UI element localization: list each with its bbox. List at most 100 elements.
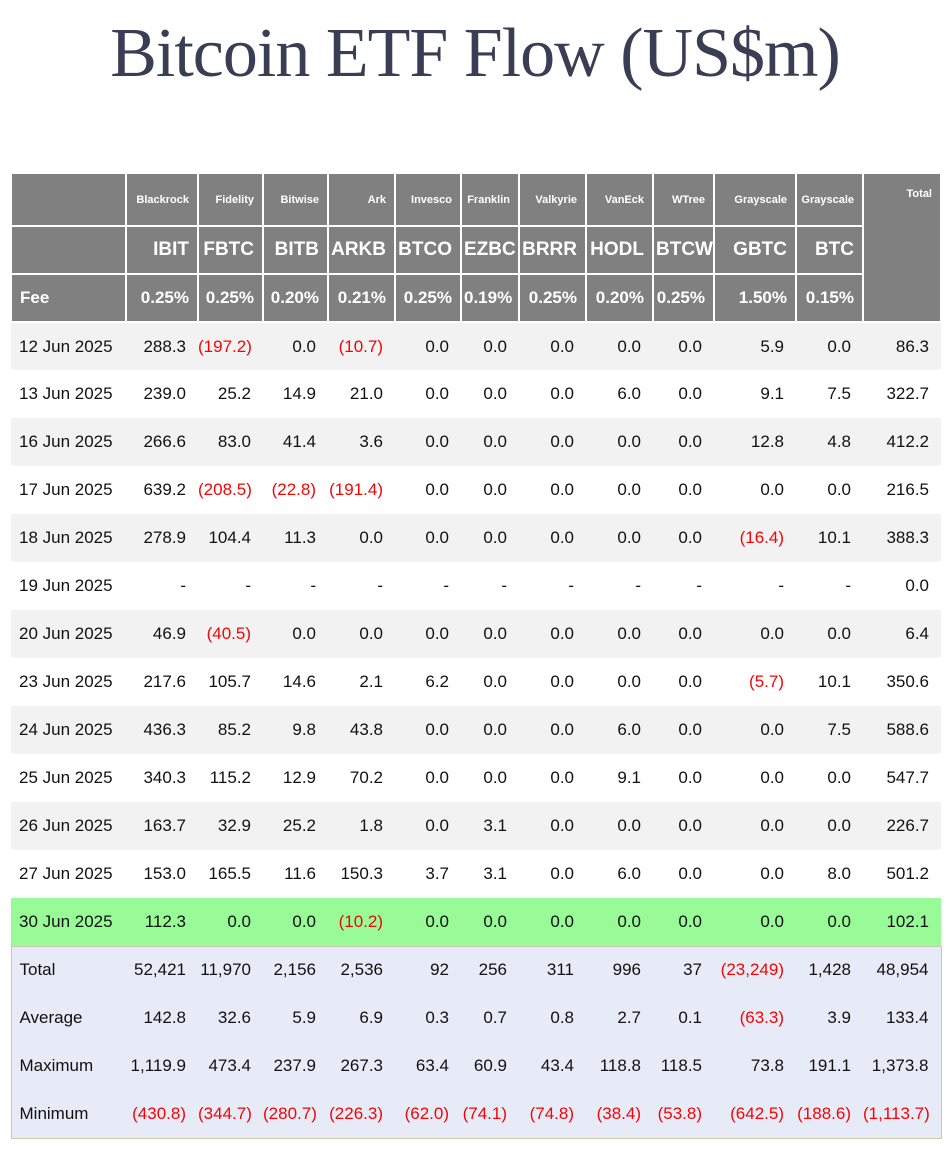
ticker-row: IBIT FBTC BITB ARKB BTCO EZBC BRRR HODL BTCW GBTC… (10, 225, 941, 275)
summary-value-cell: 118.8 (599, 1056, 641, 1075)
flow-value-cell: 0.0 (617, 528, 641, 547)
flow-value-cell: 0.0 (827, 480, 851, 499)
flow-value-cell: 9.1 (760, 384, 784, 403)
flow-value-cell: 7.5 (827, 720, 851, 739)
flow-value-cell: 41.4 (282, 432, 316, 451)
summary-value-cell: 3.9 (827, 1008, 851, 1027)
flow-value-cell: 0.0 (760, 624, 784, 643)
flow-value-cell: - (501, 576, 507, 595)
flow-value-cell: 0.0 (550, 816, 574, 835)
summary-value-cell: 0.1 (678, 1008, 702, 1027)
flow-value-cell: 0.0 (292, 624, 316, 643)
flow-value-cell: 14.9 (282, 384, 316, 403)
flow-value-cell: 0.0 (483, 720, 507, 739)
flow-value-cell: 0.0 (678, 480, 702, 499)
flow-value-cell: 25.2 (282, 816, 316, 835)
flow-value-cell: 11.3 (284, 528, 316, 547)
provider-header: WTree (652, 172, 715, 227)
flow-value-cell: 83.0 (217, 432, 251, 451)
ticker-header: FBTC (197, 225, 264, 275)
provider-header: Fidelity (197, 172, 264, 227)
row-total-cell: 226.7 (886, 816, 929, 835)
table-body-daily: 12 Jun 2025 288.3 (197.2) 0.0 (10.7) 0.0 0.0 0.… (11, 322, 941, 946)
summary-value-cell: 92 (430, 960, 449, 980)
flow-value-cell: 0.0 (678, 911, 702, 931)
summary-value-cell: 237.9 (273, 1056, 316, 1075)
flow-value-cell: - (310, 576, 316, 595)
row-total-cell: 388.3 (886, 528, 929, 547)
fee-row: Fee 0.25% 0.25% 0.20% 0.21% 0.25% 0.19% 0.25% 0.… (10, 273, 941, 323)
row-total-cell: 6.4 (905, 624, 929, 643)
date-cell: 25 Jun 2025 (19, 768, 113, 787)
flow-value-cell: 7.5 (827, 384, 851, 403)
fee-value: 0.20% (585, 273, 654, 323)
etf-flow-table: Blackrock Fidelity Bitwise Ark Invesco Frankl… (10, 172, 942, 1139)
table-body-summary: Total 52,421 11,970 2,156 2,536 92 256 311 996 37… (11, 946, 941, 1138)
ticker-header: IBIT (125, 225, 199, 275)
summary-value-cell: (74.8) (529, 1103, 574, 1123)
fee-value: 0.15% (795, 273, 864, 323)
summary-value-cell: (74.1) (462, 1103, 507, 1123)
summary-total-cell: 48,954 (876, 960, 929, 980)
flow-value-cell: 46.9 (152, 624, 186, 643)
summary-value-cell: 996 (612, 960, 641, 980)
ticker-header: GBTC (713, 225, 797, 275)
table-row: 30 Jun 2025 112.3 0.0 0.0 (10.2) 0.0 0.0 0.0 0.0… (11, 898, 941, 946)
summary-value-cell: 73.8 (750, 1056, 784, 1075)
ticker-header: BITB (262, 225, 329, 275)
table-row: 12 Jun 2025 288.3 (197.2) 0.0 (10.7) 0.0 0.0 0.… (11, 322, 941, 370)
flow-value-cell: 3.6 (359, 432, 383, 451)
table-row: 24 Jun 2025 436.3 85.2 9.8 43.8 0.0 0.0 0.0 6.0 0… (11, 706, 941, 754)
flow-value-cell: 0.0 (617, 624, 641, 643)
flow-value-cell: 0.0 (425, 480, 449, 499)
flow-value-cell: 0.0 (227, 911, 251, 931)
summary-total-cell: 1,373.8 (871, 1056, 929, 1075)
summary-value-cell: 2,536 (340, 960, 383, 980)
provider-header: Ark (327, 172, 396, 227)
fee-label: Fee (10, 273, 127, 323)
flow-value-cell: 0.0 (483, 911, 507, 931)
flow-value-cell: (197.2) (198, 336, 252, 356)
flow-value-cell: 0.0 (425, 432, 449, 451)
table-row: 26 Jun 2025 163.7 32.9 25.2 1.8 0.0 3.1 0.0 0.0 0… (11, 802, 941, 850)
fee-value: 0.19% (460, 273, 520, 323)
ticker-header: BTC (795, 225, 864, 275)
flow-value-cell: 0.0 (425, 768, 449, 787)
flow-value-cell: 5.9 (760, 336, 784, 356)
flow-value-cell: 85.2 (217, 720, 251, 739)
flow-value-cell: 6.0 (617, 720, 641, 739)
flow-value-cell: 0.0 (550, 528, 574, 547)
flow-value-cell: - (245, 576, 251, 595)
flow-value-cell: 0.0 (678, 384, 702, 403)
fee-value: 0.25% (197, 273, 264, 323)
flow-value-cell: 165.5 (208, 864, 251, 883)
flow-value-cell: 105.7 (208, 672, 251, 691)
flow-value-cell: 639.2 (143, 480, 186, 499)
flow-value-cell: 21.0 (349, 384, 383, 403)
summary-value-cell: 11,970 (200, 960, 251, 980)
flow-value-cell: 0.0 (617, 480, 641, 499)
flow-value-cell: 6.0 (617, 864, 641, 883)
flow-value-cell: 3.1 (483, 864, 507, 883)
flow-value-cell: (5.7) (749, 672, 784, 691)
summary-value-cell: 1,119.9 (130, 1056, 186, 1075)
row-total-cell: 588.6 (886, 720, 929, 739)
flow-value-cell: 0.0 (678, 528, 702, 547)
summary-value-cell: (344.7) (198, 1103, 252, 1123)
flow-value-cell: 0.0 (483, 768, 507, 787)
fee-value: 0.20% (262, 273, 329, 323)
table-row: 16 Jun 2025 266.6 83.0 41.4 3.6 0.0 0.0 0.0 0.0 0… (11, 418, 941, 466)
summary-row: Average 142.8 32.6 5.9 6.9 0.3 0.7 0.8 2.7 0.1 (63… (11, 994, 941, 1042)
flow-value-cell: (191.4) (329, 480, 383, 499)
summary-value-cell: 2.7 (617, 1008, 641, 1027)
flow-value-cell: 0.0 (550, 911, 574, 931)
date-cell: 27 Jun 2025 (19, 864, 113, 883)
flow-value-cell: 0.0 (678, 624, 702, 643)
provider-header: Grayscale (713, 172, 797, 227)
ticker-header: BTCW (652, 225, 715, 275)
summary-total-cell: 133.4 (885, 1008, 929, 1027)
flow-value-cell: 0.0 (550, 336, 574, 356)
table-row: 18 Jun 2025 278.9 104.4 11.3 0.0 0.0 0.0 0.0 0.0… (11, 514, 941, 562)
flow-value-cell: 0.0 (425, 816, 449, 835)
summary-value-cell: 5.9 (292, 1008, 316, 1027)
